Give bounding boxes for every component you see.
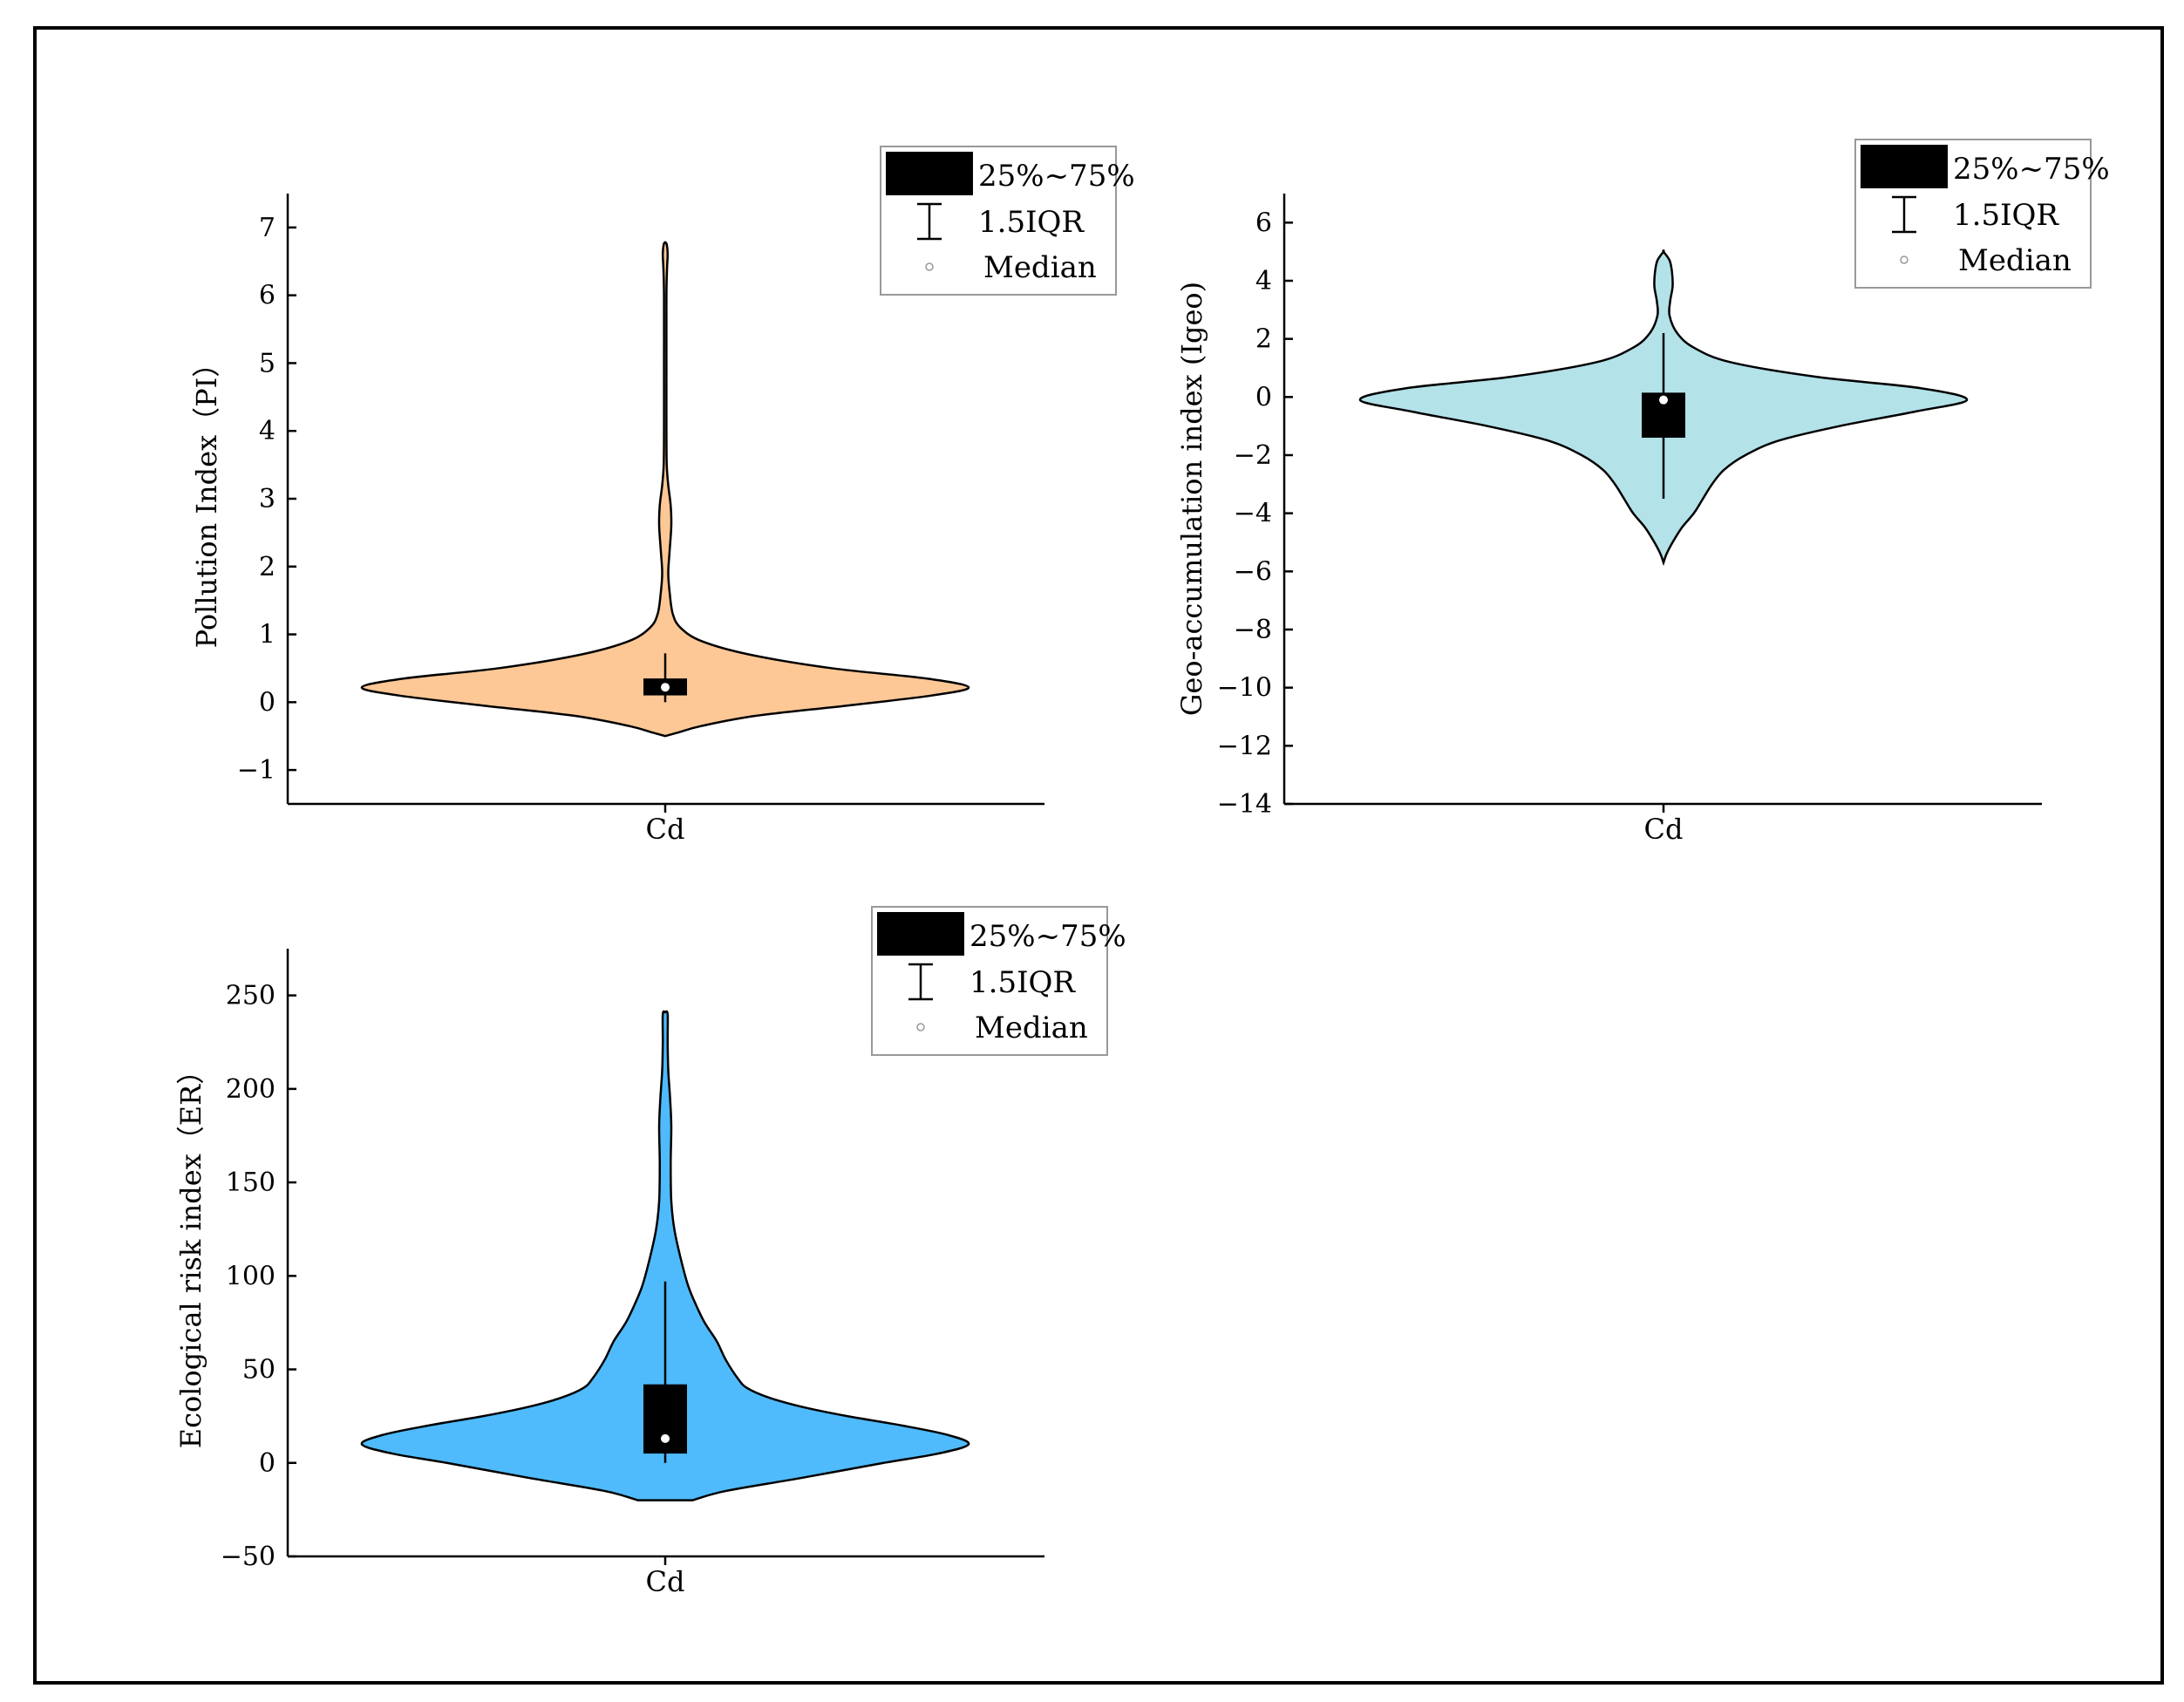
pi-violin-body	[360, 241, 970, 738]
pi-legend-iqr-label: 25%~75%	[978, 159, 1135, 194]
pi-category-label: Cd	[646, 813, 685, 846]
er-median-dot	[661, 1433, 670, 1443]
pollution-index-panel: −1 0 1 2 3 4 5 6 7 Pollution Index（PI） Cd 25%~75…	[190, 146, 1135, 846]
igeo-legend-whisker-label: 1.5IQR	[1953, 198, 2059, 233]
er-category-label: Cd	[646, 1565, 685, 1598]
ecological-risk-panel: −50 0 50 100 150 200 250 Ecological risk index…	[174, 906, 1126, 1598]
pi-median-dot	[661, 683, 670, 692]
igeo-violin-layer	[1358, 249, 1969, 567]
igeo-legend-median-symbol	[1900, 255, 1908, 264]
y-tick-label: −2	[1234, 440, 1272, 471]
y-tick-label: 2	[1255, 324, 1272, 355]
y-tick-label: −4	[1234, 499, 1272, 529]
er-legend-median-symbol	[916, 1023, 925, 1031]
er-iqr-box	[643, 1384, 687, 1454]
y-tick-label: 200	[226, 1074, 276, 1105]
er-legend-iqr-swatch	[877, 912, 964, 956]
pi-legend-median-label: Median	[983, 250, 1097, 285]
y-tick-label: 4	[1255, 266, 1272, 296]
igeo-legend: 25%~75% 1.5IQR Median	[1854, 139, 2110, 289]
y-tick-label: −6	[1234, 556, 1272, 587]
y-tick-label: 50	[242, 1355, 276, 1385]
er-legend-whisker-symbol	[908, 963, 933, 1001]
er-legend: 25%~75% 1.5IQR Median	[871, 906, 1126, 1056]
er-legend-whisker-label: 1.5IQR	[970, 965, 1076, 1000]
y-tick-label: 250	[226, 981, 276, 1011]
igeo-panel: −14 −12 −10 −8 −6 −4 −2 0 2 4 6 Geo-accumulation i…	[1175, 139, 2110, 846]
y-tick-label: −8	[1234, 615, 1272, 645]
er-y-axis-title: Ecological risk index（ER）	[174, 1057, 208, 1448]
y-tick-label: 0	[259, 687, 276, 718]
y-tick-label: 2	[259, 552, 276, 582]
y-tick-label: 1	[259, 620, 276, 650]
y-tick-label: −10	[1217, 673, 1272, 704]
er-legend-frame	[871, 906, 1108, 1056]
y-tick-label: −12	[1217, 731, 1272, 761]
igeo-median-dot	[1659, 395, 1668, 405]
y-tick-label: 0	[259, 1448, 276, 1479]
y-tick-label: 4	[259, 416, 276, 446]
y-tick-label: 6	[1255, 208, 1272, 238]
er-violin-body	[360, 1010, 970, 1501]
igeo-legend-median-label: Median	[1958, 243, 2072, 278]
pi-y-ticks: −1 0 1 2 3 4 5 6 7	[237, 213, 296, 786]
y-tick-label: 3	[259, 484, 276, 514]
y-tick-label: 5	[259, 348, 276, 378]
er-violin-layer	[360, 1010, 970, 1501]
igeo-y-axis-title: Geo-accumulation index (Igeo)	[1175, 282, 1208, 716]
y-tick-label: 150	[226, 1168, 276, 1198]
y-tick-label: 0	[1255, 382, 1272, 412]
y-tick-label: −1	[237, 755, 276, 786]
pi-violin-layer	[360, 241, 970, 738]
igeo-legend-whisker-symbol	[1892, 195, 1916, 234]
igeo-legend-iqr-label: 25%~75%	[1953, 152, 2110, 187]
igeo-category-label: Cd	[1644, 813, 1684, 846]
pi-legend-iqr-swatch	[886, 152, 973, 195]
pi-legend-whisker-symbol	[917, 202, 942, 241]
figure-frame	[33, 26, 2164, 1685]
y-tick-label: 6	[259, 281, 276, 311]
y-tick-label: −50	[221, 1542, 276, 1572]
igeo-legend-iqr-swatch	[1861, 145, 1948, 188]
igeo-y-ticks: −14 −12 −10 −8 −6 −4 −2 0 2 4 6	[1217, 208, 1293, 820]
y-tick-label: 100	[226, 1261, 276, 1291]
pi-legend-whisker-label: 1.5IQR	[978, 205, 1085, 240]
pi-legend-median-symbol	[925, 262, 934, 271]
pi-legend: 25%~75% 1.5IQR Median	[880, 146, 1135, 296]
er-legend-median-label: Median	[975, 1011, 1088, 1045]
pi-y-axis-title: Pollution Index（PI）	[190, 350, 223, 649]
y-tick-label: 7	[259, 213, 276, 243]
er-legend-iqr-label: 25%~75%	[970, 919, 1126, 954]
er-y-ticks: −50 0 50 100 150 200 250	[221, 981, 296, 1572]
y-tick-label: −14	[1217, 789, 1272, 820]
